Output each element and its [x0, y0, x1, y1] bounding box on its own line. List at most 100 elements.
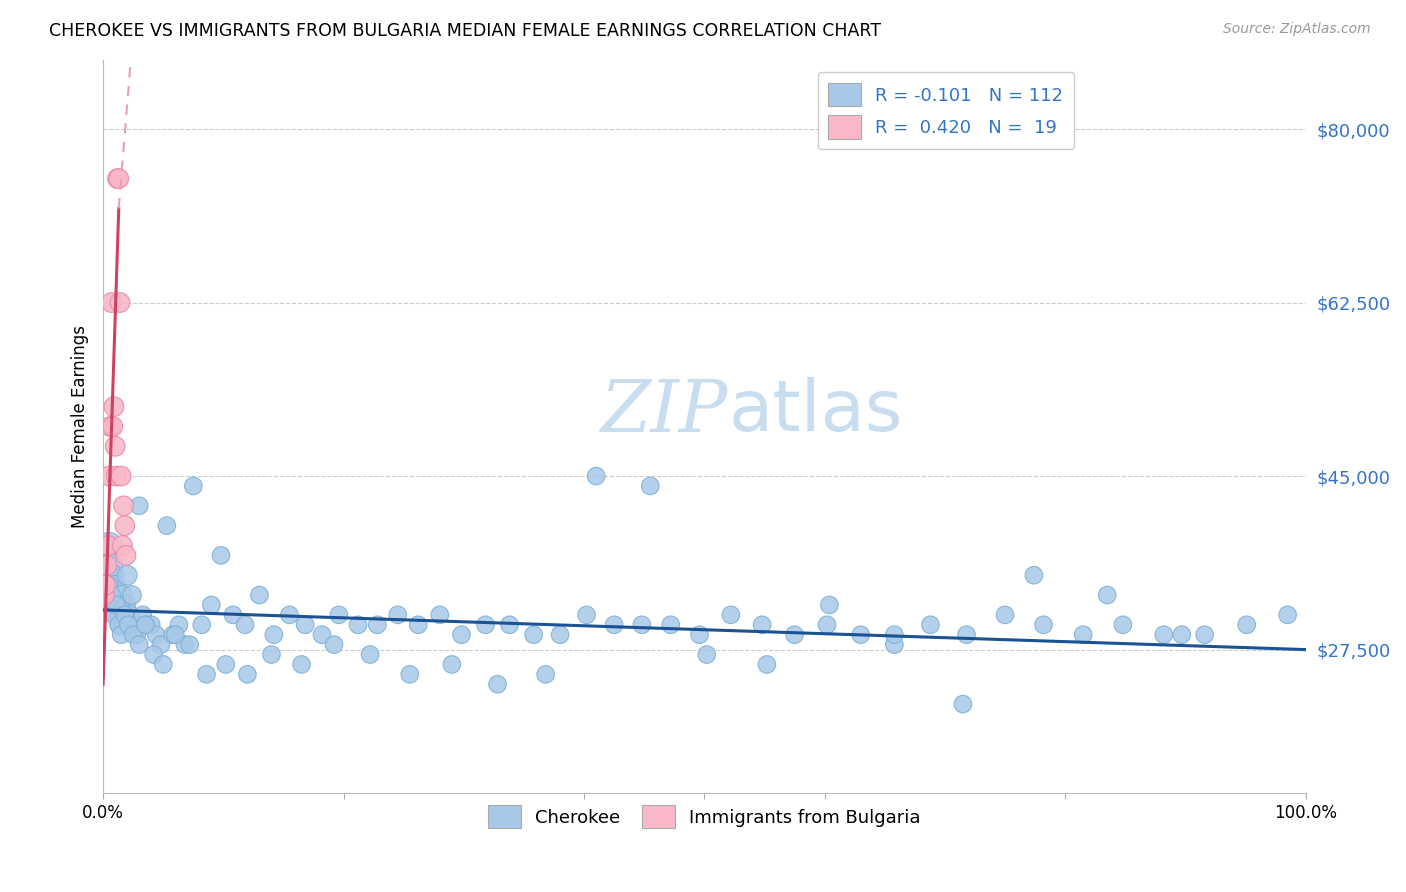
Point — [115, 598, 138, 612]
Point — [366, 617, 388, 632]
Legend: Cherokee, Immigrants from Bulgaria: Cherokee, Immigrants from Bulgaria — [481, 798, 928, 836]
Point — [112, 499, 135, 513]
Point — [125, 628, 148, 642]
Point — [107, 617, 129, 632]
Point — [98, 558, 121, 573]
Point — [278, 607, 301, 622]
Point — [145, 628, 167, 642]
Point — [135, 617, 157, 632]
Point — [112, 617, 135, 632]
Point — [115, 549, 138, 563]
Point — [260, 648, 283, 662]
Point — [105, 588, 128, 602]
Point — [1112, 617, 1135, 632]
Point — [179, 638, 201, 652]
Point — [105, 598, 128, 612]
Point — [429, 607, 451, 622]
Point — [849, 628, 872, 642]
Point — [311, 628, 333, 642]
Point — [1071, 628, 1094, 642]
Point — [108, 617, 131, 632]
Point — [440, 657, 463, 672]
Point — [97, 539, 120, 553]
Point — [174, 638, 197, 652]
Point — [98, 578, 121, 592]
Point — [450, 628, 472, 642]
Text: ZIP: ZIP — [600, 376, 728, 447]
Point — [638, 479, 661, 493]
Point — [103, 400, 125, 414]
Point — [1032, 617, 1054, 632]
Point — [209, 549, 232, 563]
Point — [156, 518, 179, 533]
Point — [548, 628, 571, 642]
Point — [783, 628, 806, 642]
Point — [603, 617, 626, 632]
Point — [751, 617, 773, 632]
Point — [1194, 628, 1216, 642]
Point — [190, 617, 212, 632]
Point — [1153, 628, 1175, 642]
Point — [1022, 568, 1045, 582]
Point — [631, 617, 654, 632]
Point — [263, 628, 285, 642]
Point — [96, 558, 118, 573]
Point — [110, 607, 132, 622]
Point — [108, 295, 131, 310]
Point — [883, 628, 905, 642]
Point — [110, 469, 132, 483]
Point — [195, 667, 218, 681]
Point — [134, 617, 156, 632]
Point — [696, 648, 718, 662]
Point — [955, 628, 977, 642]
Point — [323, 638, 346, 652]
Point — [94, 578, 117, 592]
Point — [689, 628, 711, 642]
Point — [103, 607, 125, 622]
Point — [290, 657, 312, 672]
Point — [328, 607, 350, 622]
Point — [534, 667, 557, 681]
Point — [100, 578, 122, 592]
Point — [104, 578, 127, 592]
Point — [659, 617, 682, 632]
Point — [98, 419, 121, 434]
Point — [117, 617, 139, 632]
Point — [114, 607, 136, 622]
Point — [994, 607, 1017, 622]
Point — [1277, 607, 1299, 622]
Point — [124, 617, 146, 632]
Point — [118, 607, 141, 622]
Text: atlas: atlas — [728, 377, 903, 446]
Point — [149, 638, 172, 652]
Point — [107, 171, 129, 186]
Text: Source: ZipAtlas.com: Source: ZipAtlas.com — [1223, 22, 1371, 37]
Point — [883, 638, 905, 652]
Point — [920, 617, 942, 632]
Point — [107, 598, 129, 612]
Point — [249, 588, 271, 602]
Point — [162, 628, 184, 642]
Point — [115, 568, 138, 582]
Point — [575, 607, 598, 622]
Y-axis label: Median Female Earnings: Median Female Earnings — [72, 325, 89, 528]
Point — [294, 617, 316, 632]
Point — [122, 628, 145, 642]
Point — [755, 657, 778, 672]
Point — [128, 499, 150, 513]
Point — [128, 638, 150, 652]
Point — [114, 607, 136, 622]
Point — [215, 657, 238, 672]
Point — [100, 588, 122, 602]
Point — [200, 598, 222, 612]
Point — [141, 617, 163, 632]
Point — [406, 617, 429, 632]
Point — [1236, 617, 1258, 632]
Point — [132, 607, 155, 622]
Point — [111, 588, 134, 602]
Point — [1171, 628, 1194, 642]
Point — [111, 539, 134, 553]
Point — [100, 295, 122, 310]
Point — [523, 628, 546, 642]
Point — [474, 617, 496, 632]
